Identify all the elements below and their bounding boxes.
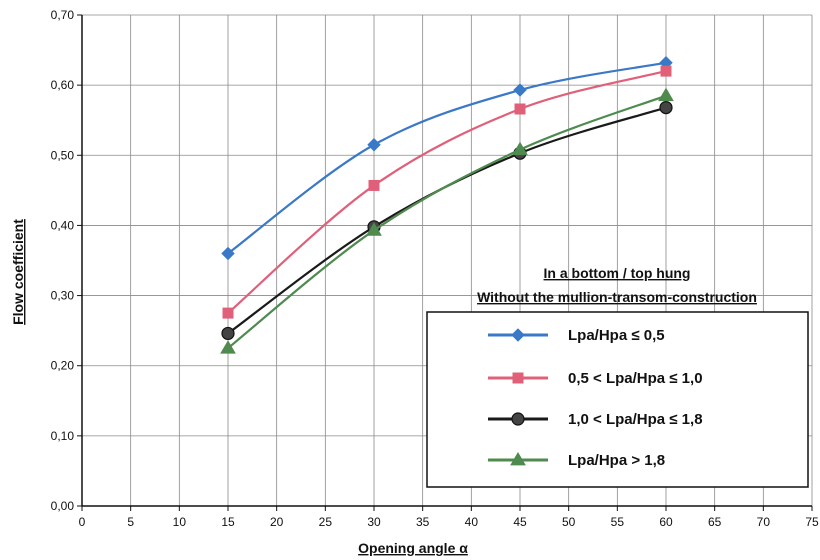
x-tick-label: 25 (319, 515, 333, 529)
y-tick-labels: 0,00 0,10 0,20 0,30 0,40 0,50 0,60 0,70 (51, 8, 75, 513)
series-line (227, 70, 667, 314)
y-axis-title: Flow coefficient (10, 219, 26, 325)
y-tick-label: 0,30 (51, 289, 75, 303)
legend-label: 0,5 < Lpa/Hpa ≤ 1,0 (568, 370, 703, 387)
x-tick-label: 60 (659, 515, 673, 529)
legend-item: 1,0 < Lpa/Hpa ≤ 1,8 (488, 411, 703, 428)
y-tick-label: 0,60 (51, 78, 75, 92)
data-point (368, 179, 380, 191)
x-tick-label: 40 (465, 515, 479, 529)
x-tick-label: 35 (416, 515, 430, 529)
x-tick-label: 0 (79, 515, 86, 529)
data-point (222, 307, 234, 319)
data-point (367, 138, 381, 152)
y-tick-label: 0,50 (51, 148, 75, 162)
series-group (220, 55, 674, 354)
data-point (512, 141, 528, 156)
x-tick-label: 30 (367, 515, 381, 529)
legend-marker (510, 452, 526, 466)
legend-title-line1: In a bottom / top hung (544, 265, 691, 281)
series-line (227, 61, 667, 255)
x-tick-label: 20 (270, 515, 284, 529)
x-tick-label: 15 (221, 515, 235, 529)
data-point (221, 246, 235, 261)
series-4 (220, 87, 674, 354)
legend: Lpa/Hpa ≤ 0,5 0,5 < Lpa/Hpa ≤ 1,0 1,0 < Lp… (426, 311, 809, 488)
y-tick-label: 0,70 (51, 8, 75, 22)
legend-title-line2: Without the mullion-transom-construction (477, 289, 757, 305)
x-tick-label: 5 (127, 515, 134, 529)
x-tick-label: 50 (562, 515, 576, 529)
legend-marker (511, 412, 525, 426)
series-2 (222, 65, 672, 319)
legend-marker (511, 328, 525, 342)
legend-item: Lpa/Hpa ≤ 0,5 (488, 327, 665, 344)
data-point (221, 326, 235, 341)
y-tick-label: 0,20 (51, 359, 75, 373)
data-point (366, 222, 382, 236)
legend-marker (512, 372, 524, 384)
x-axis-title: Opening angle α (358, 540, 468, 556)
legend-item: Lpa/Hpa > 1,8 (488, 452, 665, 469)
legend-label: 1,0 < Lpa/Hpa ≤ 1,8 (568, 411, 703, 428)
y-tick-label: 0,10 (51, 429, 75, 443)
axes (77, 14, 813, 511)
x-tick-label: 10 (173, 515, 187, 529)
data-point (660, 65, 672, 77)
x-tick-label: 45 (513, 515, 527, 529)
legend-label: Lpa/Hpa > 1,8 (568, 452, 665, 469)
legend-label: Lpa/Hpa ≤ 0,5 (568, 327, 665, 344)
legend-item: 0,5 < Lpa/Hpa ≤ 1,0 (488, 370, 703, 387)
x-tick-label: 75 (805, 515, 819, 529)
data-point (513, 83, 527, 97)
x-tick-label: 65 (708, 515, 722, 529)
data-point (514, 103, 526, 115)
series-line (227, 94, 667, 350)
x-tick-label: 70 (757, 515, 771, 529)
series-1 (221, 55, 673, 261)
x-tick-labels: 0 5 10 15 20 25 30 35 40 45 50 55 60 65 70 75 (79, 515, 819, 529)
y-tick-label: 0,40 (51, 218, 75, 232)
legend-box (426, 311, 809, 488)
data-point (220, 340, 236, 354)
y-tick-label: 0,00 (51, 499, 75, 513)
data-point (659, 100, 673, 115)
data-point (658, 87, 674, 102)
x-tick-label: 55 (611, 515, 625, 529)
